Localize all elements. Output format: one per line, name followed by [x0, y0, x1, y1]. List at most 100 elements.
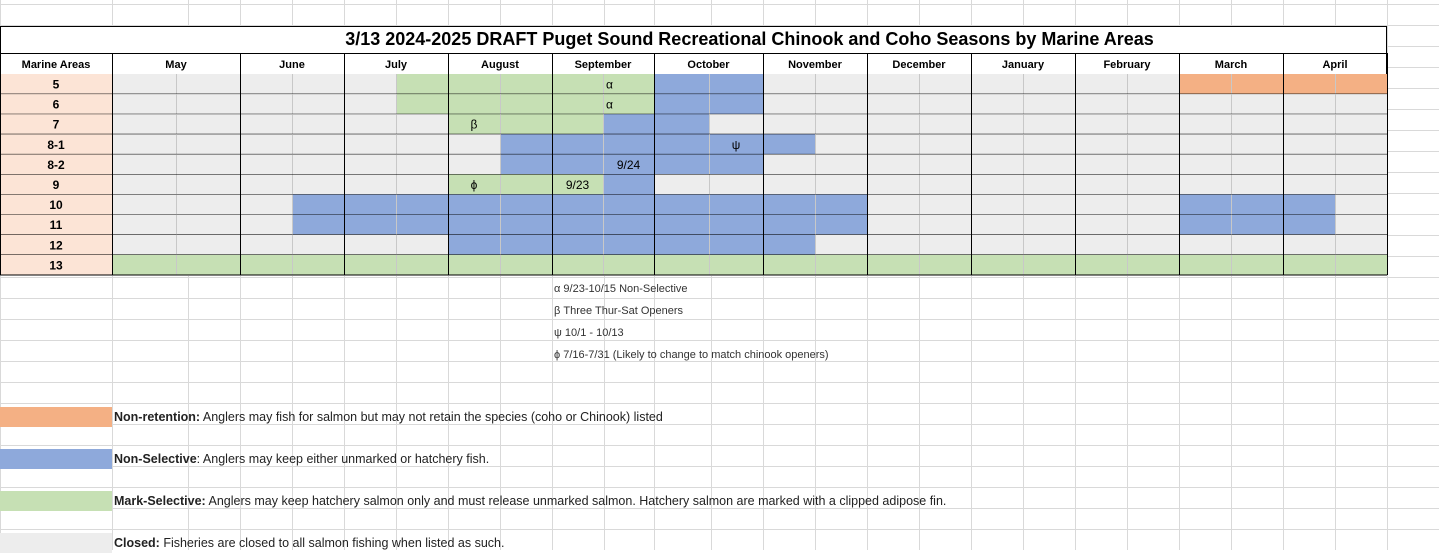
legend-swatch-mark-selective	[0, 491, 112, 511]
legend-term: Non-retention:	[114, 410, 201, 424]
season-cell	[396, 234, 448, 255]
cell-annotation: 9/24	[617, 158, 641, 172]
season-cell	[1179, 134, 1231, 155]
season-cell	[176, 94, 240, 115]
season-cell	[867, 114, 919, 135]
season-cell	[1075, 214, 1127, 235]
season-cell	[292, 174, 344, 195]
season-cell	[448, 154, 500, 175]
season-cell	[709, 214, 763, 235]
footnote: ϕ 7/16-7/31 (Likely to change to match c…	[554, 349, 829, 361]
season-cell	[396, 254, 448, 275]
month-header: May	[165, 59, 187, 71]
season-cell	[1023, 114, 1075, 135]
season-cell	[292, 114, 344, 135]
season-cell	[500, 74, 552, 95]
legend-item: Non-Selective: Anglers may keep either u…	[114, 452, 489, 466]
season-cell	[1075, 174, 1127, 195]
season-cell	[1231, 134, 1283, 155]
season-cell	[1231, 174, 1283, 195]
season-cell	[112, 134, 176, 155]
season-cell	[919, 194, 971, 215]
season-cell	[971, 74, 1023, 95]
season-cell	[709, 154, 763, 175]
table-row: 9	[0, 174, 1387, 196]
season-cell	[1231, 94, 1283, 115]
season-cell	[815, 174, 867, 195]
season-cell	[292, 94, 344, 115]
season-cell	[919, 114, 971, 135]
season-cell	[176, 254, 240, 275]
month-header: August	[481, 59, 519, 71]
season-cell	[867, 234, 919, 255]
season-cell	[240, 114, 292, 135]
season-cell	[500, 194, 552, 215]
table-row: 10	[0, 194, 1387, 216]
season-cell	[176, 214, 240, 235]
season-cell	[603, 154, 654, 175]
season-cell	[1127, 74, 1179, 95]
season-cell	[1023, 154, 1075, 175]
season-cell	[763, 174, 815, 195]
season-cell	[867, 214, 919, 235]
season-cell	[112, 214, 176, 235]
season-cell	[1075, 134, 1127, 155]
season-cell	[971, 94, 1023, 115]
season-cell	[1335, 154, 1387, 175]
season-cell	[344, 134, 396, 155]
season-cell	[815, 234, 867, 255]
legend-swatch-non-retention	[0, 407, 112, 427]
season-cell	[603, 94, 654, 115]
season-cell	[654, 74, 709, 95]
area-label: 8-1	[47, 138, 65, 152]
season-cell	[603, 254, 654, 275]
area-label: 13	[49, 258, 63, 272]
area-label: 12	[49, 238, 63, 252]
season-cell	[709, 74, 763, 95]
legend-swatch-non-selective	[0, 449, 112, 469]
season-cell	[1179, 254, 1231, 275]
legend-description: Fisheries are closed to all salmon fishi…	[159, 536, 505, 550]
season-cell	[448, 194, 500, 215]
month-header: September	[575, 59, 633, 71]
season-cell	[867, 174, 919, 195]
season-cell	[815, 214, 867, 235]
season-cell	[1075, 94, 1127, 115]
season-cell	[1023, 194, 1075, 215]
season-cell	[552, 214, 603, 235]
season-cell	[1179, 174, 1231, 195]
season-cell	[1023, 234, 1075, 255]
season-cell	[112, 254, 176, 275]
season-cell	[448, 134, 500, 155]
season-cell	[1127, 114, 1179, 135]
season-cell	[1127, 214, 1179, 235]
season-cell	[1335, 94, 1387, 115]
season-cell	[1231, 234, 1283, 255]
season-cell	[176, 134, 240, 155]
legend-term: Mark-Selective:	[114, 494, 206, 508]
month-header: July	[385, 59, 408, 71]
season-cell	[1179, 94, 1231, 115]
season-cell	[1335, 194, 1387, 215]
season-cell	[763, 254, 815, 275]
month-header: December	[892, 59, 946, 71]
season-cell	[292, 254, 344, 275]
season-cell	[396, 134, 448, 155]
season-cell	[971, 114, 1023, 135]
legend-term: Closed:	[114, 536, 160, 550]
season-cell	[176, 154, 240, 175]
season-cell	[448, 254, 500, 275]
season-cell	[603, 134, 654, 155]
area-label: 9	[53, 178, 60, 192]
season-cell	[396, 74, 448, 95]
area-label: 7	[53, 118, 60, 132]
table-row: 11	[0, 214, 1387, 236]
season-cell	[1283, 134, 1335, 155]
season-cell	[1179, 234, 1231, 255]
season-cell	[815, 94, 867, 115]
season-cell	[500, 214, 552, 235]
season-cell	[1127, 154, 1179, 175]
season-cell	[176, 194, 240, 215]
season-cell	[1283, 94, 1335, 115]
